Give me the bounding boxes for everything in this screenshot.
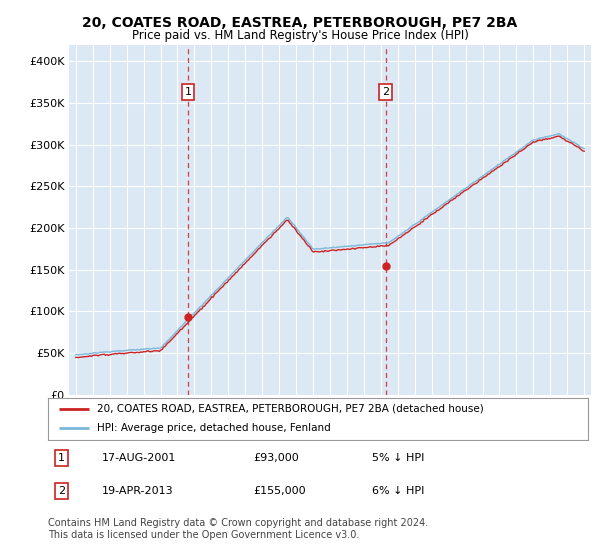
Text: £155,000: £155,000	[253, 486, 306, 496]
Text: 17-AUG-2001: 17-AUG-2001	[102, 453, 176, 463]
Text: HPI: Average price, detached house, Fenland: HPI: Average price, detached house, Fenl…	[97, 423, 331, 433]
Text: Price paid vs. HM Land Registry's House Price Index (HPI): Price paid vs. HM Land Registry's House …	[131, 29, 469, 42]
Text: 6% ↓ HPI: 6% ↓ HPI	[372, 486, 424, 496]
Text: 19-APR-2013: 19-APR-2013	[102, 486, 173, 496]
Text: 1: 1	[185, 87, 191, 97]
Text: 1: 1	[58, 453, 65, 463]
Text: Contains HM Land Registry data © Crown copyright and database right 2024.
This d: Contains HM Land Registry data © Crown c…	[48, 518, 428, 540]
Text: 2: 2	[58, 486, 65, 496]
Text: 20, COATES ROAD, EASTREA, PETERBOROUGH, PE7 2BA: 20, COATES ROAD, EASTREA, PETERBOROUGH, …	[82, 16, 518, 30]
Text: 2: 2	[382, 87, 389, 97]
Text: 20, COATES ROAD, EASTREA, PETERBOROUGH, PE7 2BA (detached house): 20, COATES ROAD, EASTREA, PETERBOROUGH, …	[97, 404, 484, 414]
Text: £93,000: £93,000	[253, 453, 299, 463]
Text: 5% ↓ HPI: 5% ↓ HPI	[372, 453, 424, 463]
